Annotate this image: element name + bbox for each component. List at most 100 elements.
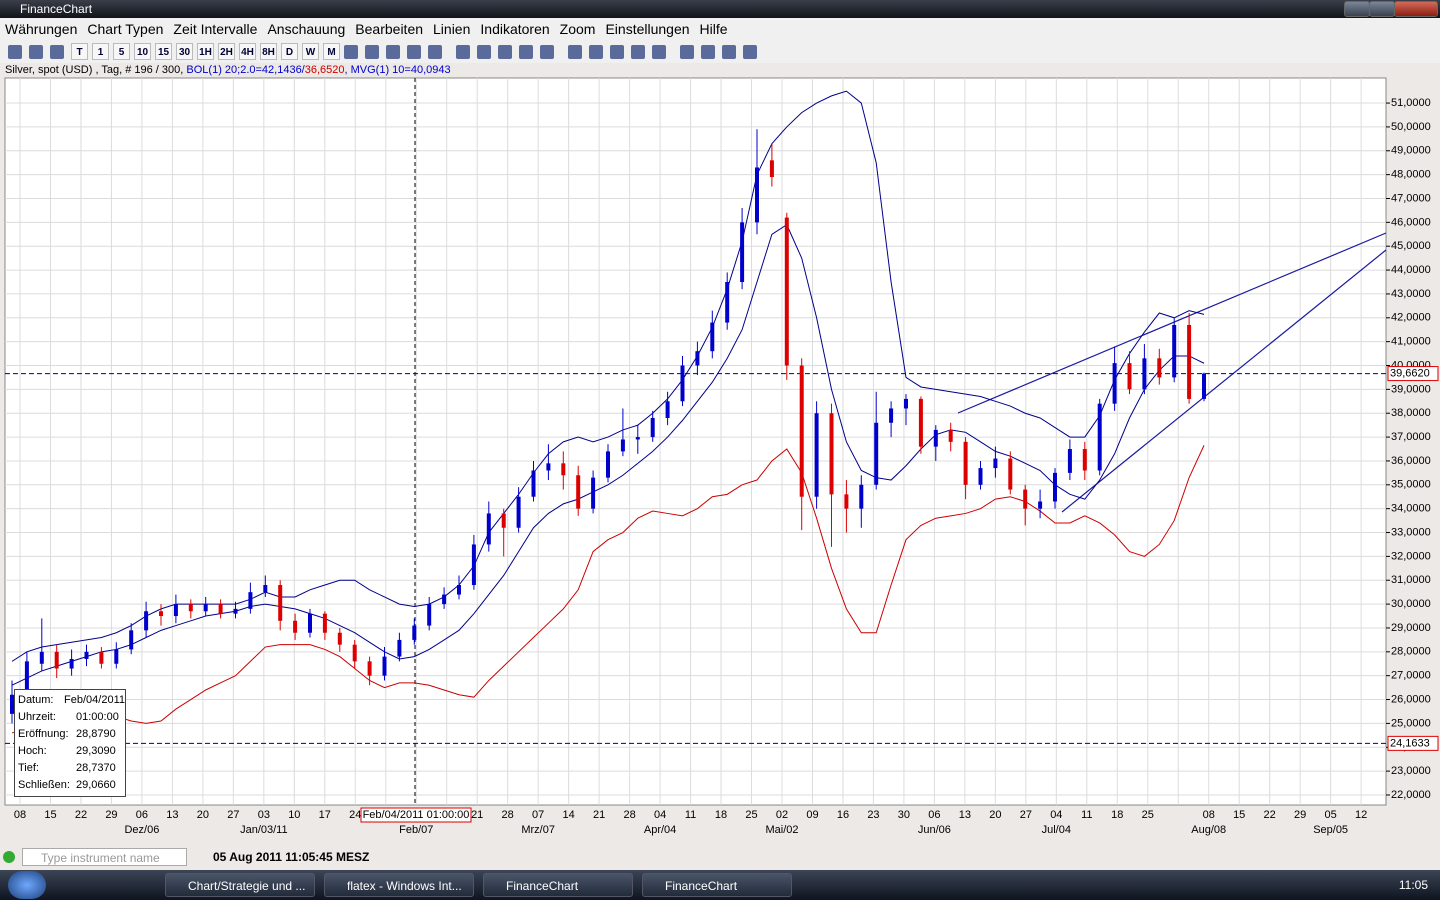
candle-body bbox=[799, 365, 804, 497]
tool-icon[interactable] bbox=[568, 44, 582, 59]
candle-body bbox=[278, 585, 283, 621]
interval-button[interactable]: 10 bbox=[134, 43, 151, 60]
x-tick-label: 03 bbox=[258, 809, 270, 821]
tool-icon[interactable] bbox=[407, 44, 421, 59]
tool-icon[interactable] bbox=[722, 44, 736, 59]
candle-body bbox=[740, 222, 745, 282]
candle-body bbox=[1038, 501, 1043, 509]
tool-icon[interactable] bbox=[610, 44, 624, 59]
tool-icon[interactable] bbox=[365, 44, 379, 59]
tool-icon[interactable] bbox=[8, 44, 22, 59]
tool-icon[interactable] bbox=[456, 44, 470, 59]
tooltip-row: Uhrzeit: 01:00:00 bbox=[15, 709, 125, 726]
candle-body bbox=[337, 632, 342, 645]
menu-item[interactable]: Bearbeiten bbox=[355, 21, 424, 37]
plot-area bbox=[4, 77, 1387, 806]
minimize[interactable] bbox=[1344, 1, 1370, 17]
candle-body bbox=[501, 513, 506, 528]
tool-icon[interactable] bbox=[29, 44, 43, 59]
interval-button[interactable]: 15 bbox=[155, 43, 172, 60]
close[interactable] bbox=[1394, 1, 1438, 17]
task-button[interactable]: FinanceChart bbox=[483, 873, 633, 897]
interval-button[interactable]: 5 bbox=[113, 43, 130, 60]
candle-body bbox=[69, 658, 74, 669]
tooltip-row: Tief: 28,7370 bbox=[15, 760, 125, 777]
tool-icon[interactable] bbox=[344, 44, 358, 59]
candle-body bbox=[859, 484, 864, 509]
maximize[interactable] bbox=[1369, 1, 1395, 17]
x-tick-label: 25 bbox=[745, 809, 757, 821]
task-button[interactable]: Chart/Strategie und ... bbox=[165, 873, 315, 897]
x-tick-label: 12 bbox=[1355, 809, 1367, 821]
x-tick-label: 16 bbox=[837, 809, 849, 821]
tool-icon[interactable] bbox=[498, 44, 512, 59]
candle-body bbox=[352, 644, 357, 662]
candle-body bbox=[561, 463, 566, 476]
tool-icon[interactable] bbox=[519, 44, 533, 59]
tool-icon[interactable] bbox=[386, 44, 400, 59]
candle-body bbox=[203, 604, 208, 612]
menu-item[interactable]: Zoom bbox=[559, 21, 596, 37]
menu-item[interactable]: Währungen bbox=[5, 21, 78, 37]
menu-item[interactable]: Indikatoren bbox=[480, 21, 550, 37]
tooltip-value: Feb/04/2011 bbox=[64, 694, 125, 706]
candle-body bbox=[993, 458, 998, 469]
candle-body bbox=[695, 351, 700, 366]
x-tick-label: 09 bbox=[806, 809, 818, 821]
menu-item[interactable]: Zeit Intervalle bbox=[173, 21, 258, 37]
interval-button[interactable]: 4H bbox=[239, 43, 256, 60]
candle-body bbox=[188, 604, 193, 612]
candle-body bbox=[963, 441, 968, 485]
instrument: Silver, spot (USD) , Tag, # 196 / 300, bbox=[5, 64, 184, 76]
y-tick-label: 45,0000 bbox=[1391, 240, 1431, 252]
candle-body bbox=[159, 611, 163, 617]
menu-item[interactable]: Linien bbox=[433, 21, 471, 37]
tool-icon[interactable] bbox=[589, 44, 603, 59]
tooltip-value: 29,3090 bbox=[76, 745, 116, 757]
interval-button[interactable]: 2H bbox=[218, 43, 235, 60]
interval-button[interactable]: 1H bbox=[197, 43, 214, 60]
tooltip-value: 28,7370 bbox=[76, 762, 116, 774]
tool-icon[interactable] bbox=[743, 44, 757, 59]
month-label: Mai/02 bbox=[765, 824, 798, 836]
price-label: 39,6620 bbox=[1390, 367, 1430, 379]
interval-button[interactable]: T bbox=[71, 43, 88, 60]
interval-button[interactable]: 1 bbox=[92, 43, 109, 60]
price-label-box bbox=[1387, 366, 1439, 382]
tooltip-value: 01:00:00 bbox=[76, 711, 119, 723]
x-tick-label: 30 bbox=[898, 809, 910, 821]
tool-icon[interactable] bbox=[428, 44, 442, 59]
crosshair-label-box bbox=[360, 807, 472, 823]
search-box[interactable]: Type instrument name bbox=[22, 848, 187, 866]
menu-item[interactable]: Hilfe bbox=[699, 21, 728, 37]
interval-button[interactable]: 8H bbox=[260, 43, 277, 60]
menu-item[interactable]: Chart Typen bbox=[87, 21, 164, 37]
candle-body bbox=[1142, 358, 1147, 390]
candle-body bbox=[725, 281, 730, 323]
task-button[interactable]: flatex - Windows Int... bbox=[324, 873, 474, 897]
interval-button[interactable]: M bbox=[323, 43, 340, 60]
tool-icon[interactable] bbox=[652, 44, 666, 59]
tool-icon[interactable] bbox=[680, 44, 694, 59]
price-label: 24,1633 bbox=[1390, 737, 1430, 749]
menu-item[interactable]: Anschauung bbox=[267, 21, 346, 37]
tool-icon[interactable] bbox=[540, 44, 554, 59]
tool-icon[interactable] bbox=[50, 44, 64, 59]
y-tick-label: 39,0000 bbox=[1391, 383, 1431, 395]
task-button[interactable]: FinanceChart bbox=[642, 873, 792, 897]
month-label: Mrz/07 bbox=[521, 824, 555, 836]
start-button[interactable] bbox=[8, 871, 46, 899]
trend-line bbox=[957, 232, 1387, 414]
tool-icon[interactable] bbox=[477, 44, 491, 59]
tool-icon[interactable] bbox=[631, 44, 645, 59]
menu-item[interactable]: Einstellungen bbox=[605, 21, 690, 37]
candle-body bbox=[606, 451, 610, 478]
interval-button[interactable]: W bbox=[302, 43, 319, 60]
interval-button[interactable]: 30 bbox=[176, 43, 193, 60]
x-tick-label: 13 bbox=[166, 809, 178, 821]
tooltip-row: Datum: Feb/04/2011 bbox=[15, 692, 125, 709]
candle-body bbox=[516, 496, 521, 528]
interval-button[interactable]: D bbox=[281, 43, 298, 60]
tool-icon[interactable] bbox=[701, 44, 715, 59]
candle-body bbox=[546, 463, 551, 471]
